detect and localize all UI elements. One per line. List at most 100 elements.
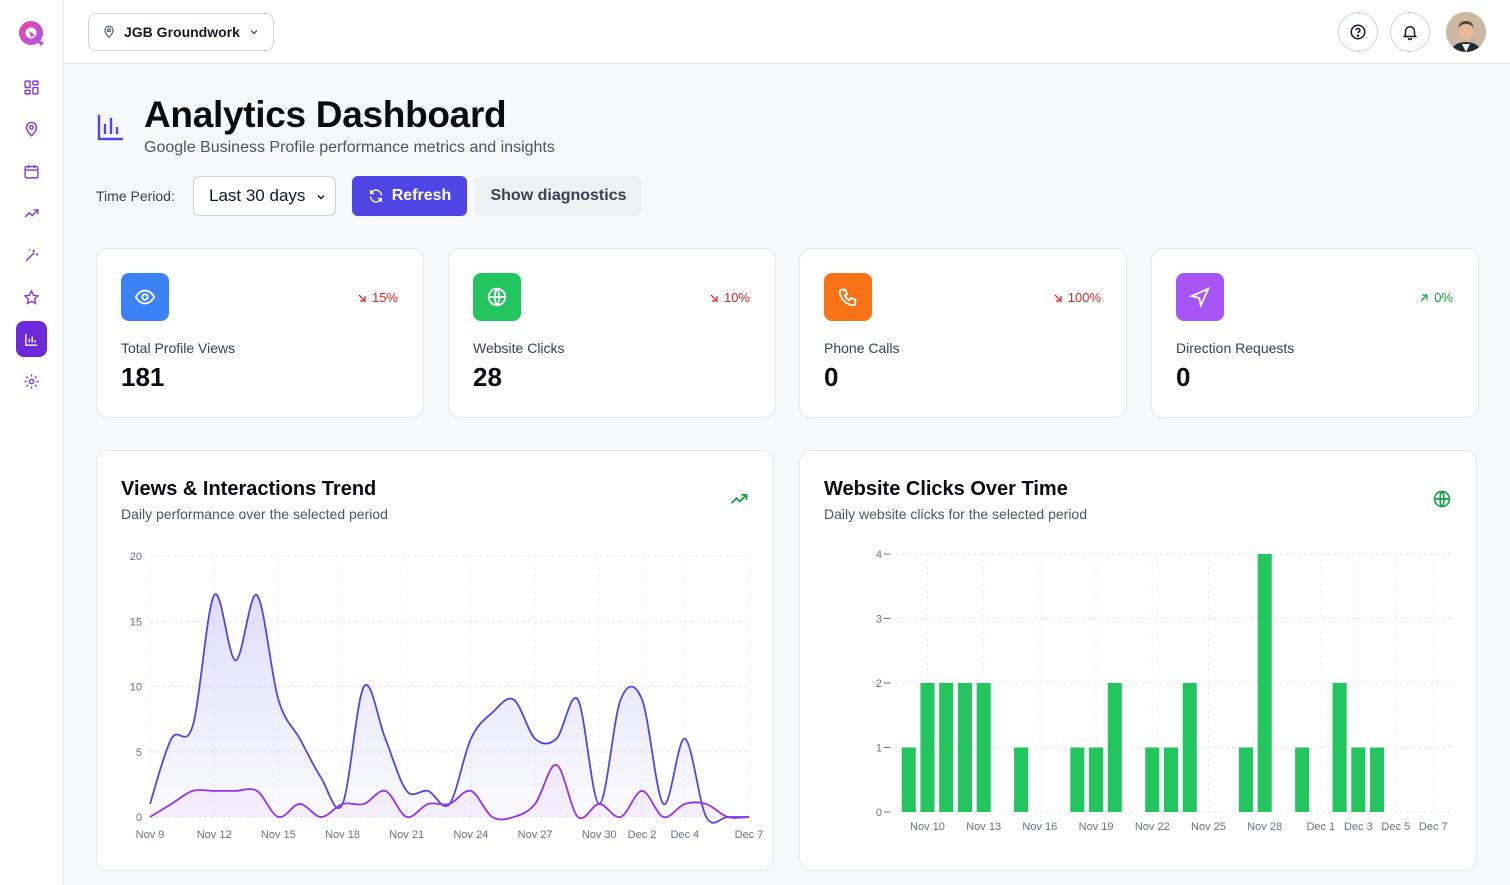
sidebar	[0, 0, 64, 885]
refresh-icon	[369, 189, 382, 203]
bar	[1182, 683, 1197, 812]
bar	[920, 683, 935, 812]
y-tick-label: 0	[876, 807, 882, 819]
sidebar-item-trends[interactable]	[16, 195, 47, 231]
period-select-value: Last 30 days	[209, 186, 306, 205]
views-trend-card: Views & Interactions Trend Daily perform…	[96, 450, 774, 871]
user-avatar[interactable]	[1446, 12, 1486, 52]
help-button[interactable]	[1338, 12, 1378, 52]
calendar-icon	[24, 164, 39, 179]
y-tick-label: 5	[136, 747, 142, 759]
bar	[1070, 747, 1085, 812]
arrow-up-right-icon	[1420, 293, 1428, 301]
navigation-icon	[1189, 286, 1211, 308]
x-tick-label: Nov 27	[518, 829, 553, 841]
map-pin-icon	[104, 25, 114, 39]
bar	[1295, 747, 1310, 812]
x-tick-label: Nov 18	[325, 829, 360, 841]
x-tick-label: Nov 21	[389, 829, 424, 841]
y-tick-label: 15	[130, 616, 142, 628]
page-subtitle: Google Business Profile performance metr…	[144, 139, 555, 156]
x-tick-label: Nov 13	[966, 821, 1001, 833]
x-tick-label: Dec 4	[670, 829, 699, 841]
sidebar-item-dashboard[interactable]	[16, 69, 47, 105]
map-pin-icon	[25, 121, 38, 137]
x-tick-label: Nov 15	[261, 829, 296, 841]
y-tick-label: 2	[876, 678, 882, 690]
notifications-button[interactable]	[1390, 12, 1430, 52]
chart-title: Website Clicks Over Time	[824, 478, 1068, 500]
phone-icon	[838, 288, 857, 307]
show-diagnostics-button[interactable]: Show diagnostics	[475, 176, 642, 216]
chevron-down-icon	[317, 194, 325, 200]
chart-title: Views & Interactions Trend	[121, 478, 377, 500]
bar	[901, 747, 916, 812]
stat-icon-badge	[1176, 273, 1224, 321]
interactions-area	[150, 764, 749, 820]
globe-icon	[1433, 490, 1451, 508]
x-tick-label: Dec 5	[1381, 821, 1410, 833]
bar	[1370, 747, 1385, 812]
x-tick-label: Nov 16	[1022, 821, 1057, 833]
stat-icon-badge	[824, 273, 872, 321]
y-tick-label: 10	[130, 682, 142, 694]
y-tick-label: 3	[876, 614, 882, 626]
sidebar-item-calendar[interactable]	[16, 153, 47, 189]
stat-label: Website Clicks	[473, 340, 565, 356]
x-tick-label: Nov 10	[910, 821, 945, 833]
stat-card-direction-requests: 0% Direction Requests 0	[1151, 248, 1479, 418]
bar	[1257, 554, 1272, 812]
period-label: Time Period:	[96, 188, 175, 204]
star-icon	[23, 288, 40, 305]
stat-label: Direction Requests	[1176, 340, 1295, 356]
stat-value: 28	[473, 362, 502, 392]
stat-change-value: 15%	[371, 290, 398, 305]
period-select[interactable]: Last 30 days	[193, 176, 336, 216]
x-tick-label: Nov 24	[453, 829, 488, 841]
trending-up-icon	[730, 493, 748, 504]
website-clicks-card: Website Clicks Over Time Daily website c…	[799, 450, 1477, 871]
views-area	[150, 594, 749, 823]
stat-label: Phone Calls	[824, 340, 900, 356]
x-tick-label: Nov 25	[1191, 821, 1226, 833]
stat-value: 181	[121, 362, 165, 392]
website-clicks-chart: 0 1 2 3 4 Nov 10 Nov 13 Nov 16 Nov 19 Nov 22 Nov 2…	[876, 549, 1452, 833]
topbar: JGB Groundwork	[64, 0, 1510, 64]
x-tick-label: Nov 22	[1135, 821, 1170, 833]
stat-icon-badge	[473, 273, 521, 321]
bar	[957, 683, 972, 812]
x-tick-label: Nov 30	[582, 829, 617, 841]
sidebar-item-reviews[interactable]	[16, 279, 47, 315]
refresh-button[interactable]: Refresh	[352, 176, 467, 216]
stat-change: 100%	[1052, 290, 1101, 305]
dashboard-grid-icon	[24, 79, 39, 95]
bar	[1014, 747, 1029, 812]
sidebar-item-ai-tools[interactable]	[16, 237, 47, 273]
business-selector[interactable]: JGB Groundwork	[88, 13, 274, 51]
x-tick-label: Dec 2	[628, 829, 657, 841]
sidebar-item-locations[interactable]	[16, 111, 47, 147]
sidebar-item-analytics[interactable]	[16, 321, 47, 357]
stat-change: 10%	[708, 290, 750, 305]
trending-up-icon	[24, 208, 39, 218]
x-tick-label: Dec 1	[1306, 821, 1335, 833]
arrow-down-right-icon	[710, 294, 718, 302]
business-name: JGB Groundwork	[124, 24, 240, 40]
app-logo-icon[interactable]	[17, 19, 47, 49]
arrow-down-right-icon	[1054, 294, 1062, 302]
x-tick-label: Nov 28	[1247, 821, 1282, 833]
y-tick-label: 1	[876, 743, 882, 755]
bar-chart-icon	[25, 333, 38, 346]
y-tick-label: 0	[136, 812, 142, 824]
x-tick-label: Nov 12	[197, 829, 232, 841]
stat-card-phone-calls: 100% Phone Calls 0	[799, 248, 1127, 418]
stat-change-value: 100%	[1067, 290, 1101, 305]
y-tick-label: 20	[130, 551, 142, 563]
bar	[1332, 683, 1347, 812]
stat-value: 0	[824, 362, 839, 392]
arrow-down-right-icon	[358, 294, 366, 302]
chart-subtitle: Daily performance over the selected peri…	[121, 506, 388, 522]
page-title: Analytics Dashboard	[144, 94, 507, 135]
sidebar-item-settings[interactable]	[16, 363, 47, 399]
stat-change-value: 10%	[723, 290, 750, 305]
